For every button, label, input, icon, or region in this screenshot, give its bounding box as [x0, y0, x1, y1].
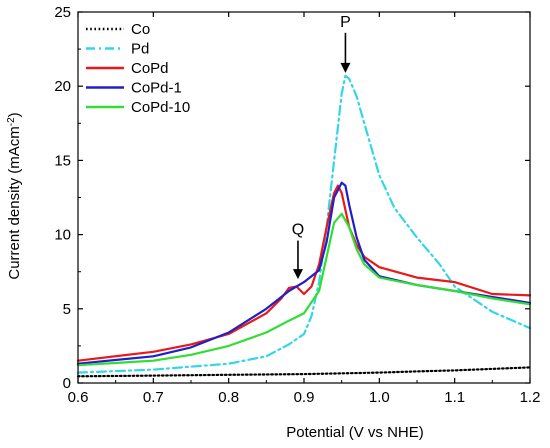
- x-tick-label: 1.0: [369, 389, 390, 406]
- legend-label: Pd: [131, 41, 149, 58]
- y-tick-label: 25: [54, 4, 71, 21]
- y-axis-label: Current density (mAcm-2): [6, 112, 24, 279]
- series-line-copd: [76, 184, 532, 362]
- x-tick-label: 0.8: [218, 389, 239, 406]
- annotation-arrow-head: [340, 62, 351, 73]
- annotation-label-p: P: [340, 14, 351, 31]
- y-axis-label-main: Current density (mAcm: [6, 126, 23, 279]
- x-axis-label: Potential (V vs NHE): [286, 424, 424, 441]
- y-tick-label: 0: [63, 375, 71, 392]
- x-tick-label: 0.6: [68, 389, 89, 406]
- x-tick-label: 1.1: [444, 389, 465, 406]
- y-tick-label: 20: [54, 78, 71, 95]
- annotation-layer: PQ: [292, 14, 351, 280]
- axes-layer: 0.6 0.7 0.8 0.9 1.0 1.1 1.2 0 5 10 15 20 25: [54, 4, 540, 406]
- y-tick-label: 15: [54, 152, 71, 169]
- legend-label: CoPd-10: [131, 99, 190, 116]
- y-axis-label-exponent: -2: [6, 117, 17, 126]
- x-tick-label: 0.9: [294, 389, 315, 406]
- y-tick-label: 5: [63, 301, 71, 318]
- legend-label: Co: [131, 21, 150, 38]
- legend-label: CoPd: [131, 60, 169, 77]
- y-tick-label: 10: [54, 227, 71, 244]
- series-layer: [76, 74, 532, 378]
- x-tick-label: 0.7: [143, 389, 164, 406]
- x-tick-label: 1.2: [520, 389, 541, 406]
- series-line-co: [76, 366, 532, 378]
- series-line-pd: [76, 74, 532, 374]
- y-axis-label-close: ): [6, 112, 23, 117]
- series-line-copd-10: [76, 212, 532, 367]
- legend-label: CoPd-1: [131, 80, 182, 97]
- annotation-arrow-head: [292, 269, 303, 280]
- series-line-copd-1: [76, 181, 532, 365]
- annotation-label-q: Q: [292, 222, 304, 239]
